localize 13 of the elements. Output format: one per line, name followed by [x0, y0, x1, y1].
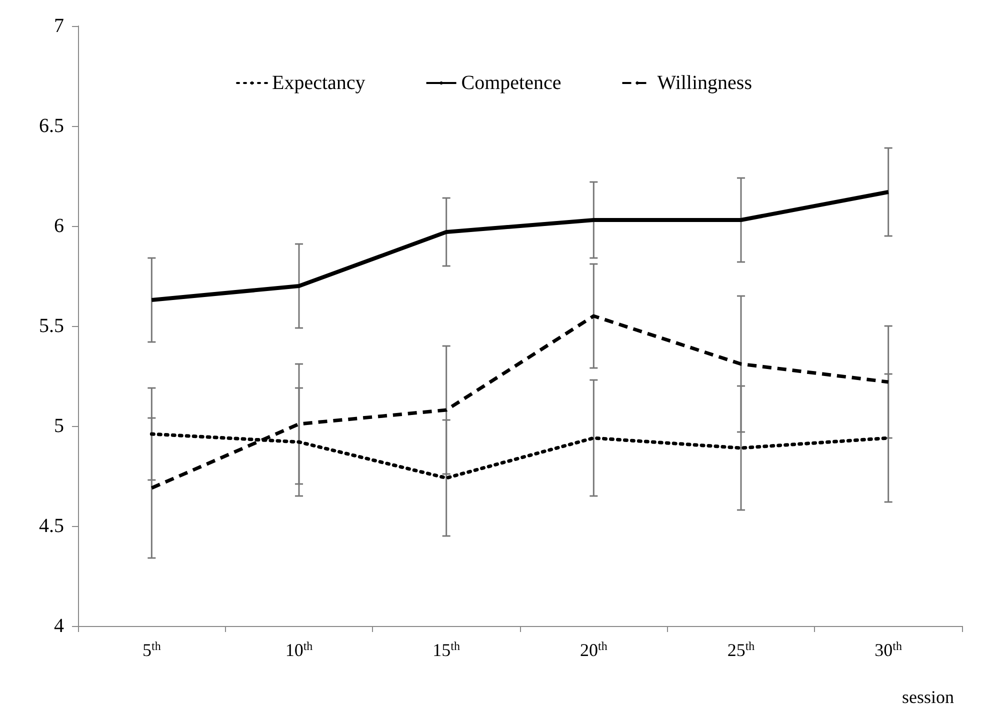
y-tick-label: 5.5 — [39, 315, 64, 337]
line-series — [150, 314, 890, 490]
y-tick-label: 6 — [54, 215, 64, 237]
legend-label: Willingness — [657, 72, 752, 94]
y-tick-label: 6.5 — [39, 115, 64, 137]
x-axis-title: session — [902, 687, 954, 707]
legend-label: Competence — [461, 72, 562, 94]
legend-label: Expectancy — [272, 72, 366, 94]
y-tick-label: 4.5 — [39, 515, 64, 537]
y-tick-label: 5 — [54, 415, 64, 437]
y-tick-label: 7 — [54, 15, 64, 37]
y-tick-label: 4 — [54, 615, 64, 637]
line-series — [150, 190, 890, 302]
